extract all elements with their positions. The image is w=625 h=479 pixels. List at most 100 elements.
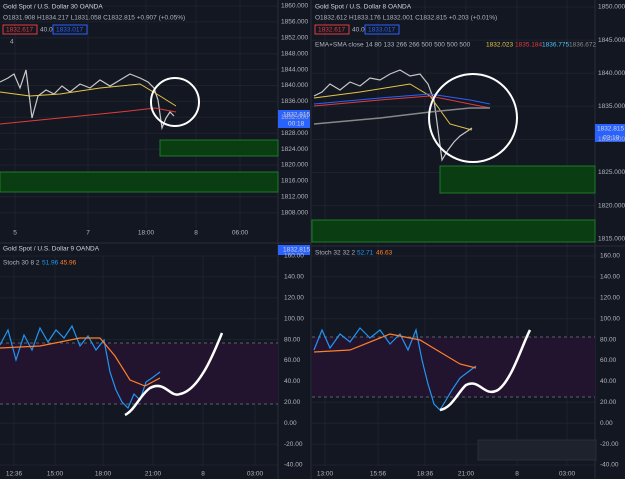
axis-label: 1808.000 bbox=[281, 209, 308, 216]
axis-label: 1840.000 bbox=[281, 82, 308, 89]
price-label-box bbox=[595, 124, 625, 134]
time-label: 12:36 bbox=[6, 471, 23, 478]
axis-label: 80.00 bbox=[600, 336, 617, 343]
stoch-levels bbox=[0, 336, 595, 405]
stoch-d bbox=[0, 337, 161, 387]
axis-label: 1816.000 bbox=[281, 178, 308, 185]
ma-line bbox=[0, 107, 177, 125]
input-box[interactable] bbox=[2, 24, 38, 35]
axis-label: 60.00 bbox=[600, 357, 617, 364]
ma-value: 1835.184 bbox=[515, 42, 542, 49]
axis-label: 1856.000 bbox=[281, 19, 308, 26]
axis-label: 1830.000 bbox=[598, 136, 625, 143]
annotation-curve bbox=[439, 329, 532, 412]
ma-value: 1836.775 bbox=[542, 42, 569, 49]
panel-title: Gold Spot / U.S. Dollar 8 OANDA bbox=[315, 4, 412, 11]
axis-label: 100.00 bbox=[600, 315, 620, 322]
countdown-box bbox=[595, 134, 625, 142]
last-price: 1832.815 bbox=[597, 126, 624, 133]
axis-label: -20.00 bbox=[284, 441, 303, 448]
axis-label: 20.00 bbox=[284, 399, 301, 406]
axis-label: 40.00 bbox=[284, 378, 301, 385]
panel-title: Gold Spot / U.S. Dollar 9 OANDA bbox=[3, 246, 100, 253]
axis-label: 1820.000 bbox=[598, 202, 625, 209]
ma-legend: EMA+SMA close 14 80 133 266 266 500 500 … bbox=[315, 42, 471, 49]
axis-label: 1844.000 bbox=[281, 66, 308, 73]
axis-label: 40.00 bbox=[600, 378, 617, 385]
axis-label: 1812.000 bbox=[281, 194, 308, 201]
ma-line bbox=[313, 95, 491, 109]
time-label: 18:36 bbox=[417, 471, 434, 478]
input-box[interactable] bbox=[364, 24, 400, 35]
axis-label: 1824.000 bbox=[281, 146, 308, 153]
axis-label: 1848.000 bbox=[281, 50, 308, 57]
axis-label: 1825.000 bbox=[598, 169, 625, 176]
time-label: 15:00 bbox=[47, 471, 64, 478]
axis-label: 1840.000 bbox=[598, 70, 625, 77]
axis-label: 120.00 bbox=[284, 295, 304, 302]
price-label-box bbox=[278, 110, 310, 120]
axis-label: 1852.000 bbox=[281, 35, 308, 42]
zone bbox=[0, 171, 279, 193]
time-label: 18:00 bbox=[95, 471, 112, 478]
stoch-d-value: 46.63 bbox=[376, 250, 393, 257]
annotation-circle bbox=[150, 77, 200, 127]
ohlc: O1831.908 H1834.217 L1831.058 C1832.815 … bbox=[3, 15, 185, 22]
axis-label: 140.00 bbox=[600, 274, 620, 281]
input-box[interactable] bbox=[314, 24, 350, 35]
annotation-circle bbox=[428, 73, 518, 163]
time-label: 18:00 bbox=[138, 230, 155, 237]
axis-label: 0.00 bbox=[284, 420, 297, 427]
axis-label: 60.00 bbox=[284, 357, 301, 364]
time-label: 8 bbox=[515, 471, 519, 478]
zone bbox=[439, 165, 596, 194]
stoch-k-value: 51.96 bbox=[42, 260, 59, 267]
stoch-k bbox=[313, 327, 477, 411]
input-box[interactable] bbox=[52, 24, 88, 35]
last-price: 1832.815 bbox=[283, 112, 310, 119]
time-label: 13:00 bbox=[317, 471, 334, 478]
time-label: 21:00 bbox=[458, 471, 475, 478]
price-line bbox=[313, 69, 473, 162]
countdown: 00:18 bbox=[288, 121, 305, 128]
countdown-box bbox=[278, 120, 310, 128]
time-label: 03:00 bbox=[559, 471, 576, 478]
input: 1833.017 bbox=[56, 27, 83, 34]
input: 1832.617 bbox=[318, 27, 345, 34]
stoch-k-value: 52.71 bbox=[357, 250, 374, 257]
indicator-count: 4 bbox=[10, 39, 14, 46]
axis-label: 120.00 bbox=[600, 295, 620, 302]
time-label: 7 bbox=[86, 230, 90, 237]
indicator-name: Stoch 32 32 2 bbox=[315, 250, 355, 257]
time-label: 03:00 bbox=[247, 471, 264, 478]
ma-value: 1832.023 bbox=[486, 42, 513, 49]
axis-label: 100.00 bbox=[284, 315, 304, 322]
ma-line bbox=[313, 93, 491, 105]
axis-label: -40.00 bbox=[600, 462, 619, 469]
ma-line bbox=[313, 83, 473, 131]
axis-label: 1835.000 bbox=[598, 103, 625, 110]
axis-label: 140.00 bbox=[284, 274, 304, 281]
axis-label: 20.00 bbox=[600, 399, 617, 406]
time-label: 8 bbox=[201, 471, 205, 478]
axis-label: 1832.000 bbox=[281, 114, 308, 121]
price-line bbox=[0, 69, 175, 131]
input: 40.0 bbox=[40, 27, 53, 34]
time-label: 15:56 bbox=[370, 471, 387, 478]
axis-label: 1836.000 bbox=[281, 98, 308, 105]
zone bbox=[159, 139, 279, 157]
time-label: 8 bbox=[194, 230, 198, 237]
zone bbox=[311, 219, 596, 243]
input: 1832.617 bbox=[6, 27, 33, 34]
stoch-k bbox=[0, 324, 161, 410]
axis-label: 1815.000 bbox=[598, 235, 625, 242]
axis-label: -40.00 bbox=[284, 462, 303, 469]
countdown: 02:18 bbox=[603, 135, 620, 142]
axis-label: 160.00 bbox=[284, 253, 304, 260]
axis-label: 1860.000 bbox=[281, 3, 308, 10]
panel-title: Gold Spot / U.S. Dollar 30 OANDA bbox=[3, 4, 103, 11]
time-label: 06:00 bbox=[232, 230, 249, 237]
input: 1833.017 bbox=[368, 27, 395, 34]
drawing-toolbar[interactable] bbox=[477, 439, 597, 461]
